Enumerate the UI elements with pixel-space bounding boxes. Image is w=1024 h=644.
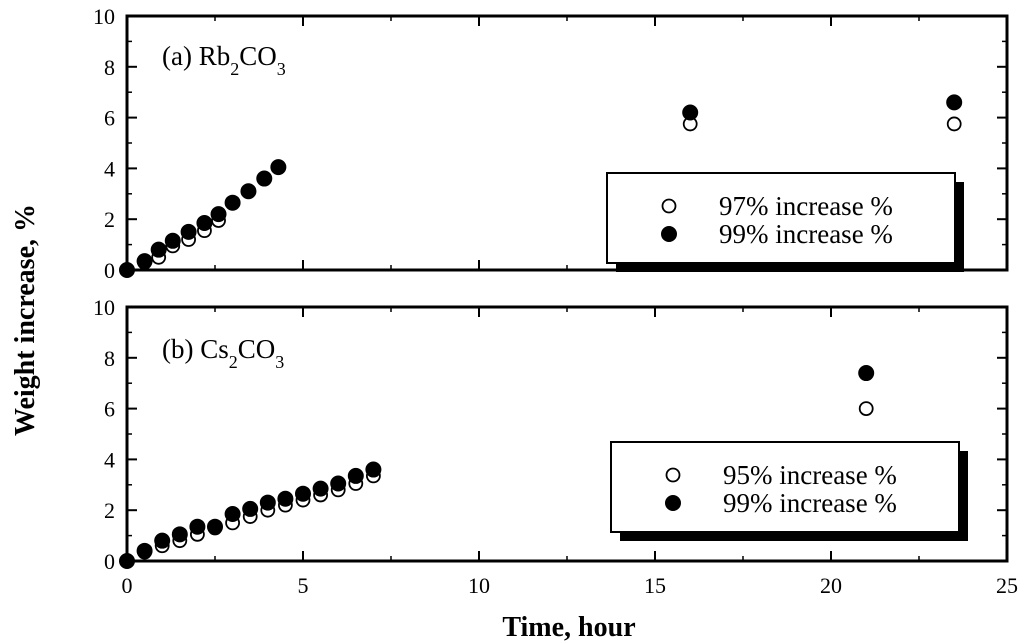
panel-label-part: (a) Rb [162, 41, 230, 71]
legend-box [606, 172, 956, 264]
filled-data-point [858, 365, 875, 382]
filled-data-point [259, 494, 276, 511]
filled-data-point [242, 500, 259, 517]
x-tick-label: 10 [468, 573, 490, 598]
panel-label-part: 3 [277, 59, 286, 79]
legend-label: 99% increase % [719, 219, 893, 249]
filled-data-point [224, 194, 241, 211]
panel-label-part: 2 [229, 352, 238, 372]
filled-data-point [164, 232, 181, 249]
filled-data-point [171, 526, 188, 543]
filled-data-point [224, 506, 241, 523]
panel-label-part: 3 [275, 352, 284, 372]
x-tick-label: 5 [298, 573, 309, 598]
open-data-point [946, 116, 962, 132]
filled-data-point [210, 206, 227, 223]
y-tick-label: 8 [104, 346, 115, 371]
x-tick-label: 25 [996, 573, 1018, 598]
y-tick-label: 0 [104, 258, 115, 283]
filled-data-point [119, 262, 135, 278]
filled-data-point [312, 480, 329, 497]
filled-data-point [136, 253, 153, 270]
y-tick-label: 6 [104, 397, 115, 422]
x-tick-label: 0 [122, 573, 133, 598]
filled-data-point [682, 104, 699, 121]
legend-box [610, 441, 960, 533]
y-tick-label: 2 [104, 498, 115, 523]
y-axis-title: Weight increase, % [10, 204, 41, 436]
filled-data-point [270, 159, 287, 176]
x-tick-label: 15 [644, 573, 666, 598]
panel-label-part: CO [238, 334, 276, 364]
x-axis-title: Time, hour [502, 612, 635, 643]
y-tick-label: 8 [104, 55, 115, 80]
filled-data-point [196, 215, 213, 232]
panel-label-part: 2 [230, 59, 239, 79]
y-tick-label: 10 [93, 295, 115, 320]
filled-data-point [277, 490, 294, 507]
legend-label: 97% increase % [719, 191, 893, 221]
filled-data-point [946, 94, 963, 111]
y-tick-label: 4 [104, 447, 115, 472]
legend-open-marker [665, 467, 681, 483]
y-tick-label: 6 [104, 106, 115, 131]
filled-data-point [189, 518, 206, 535]
filled-data-point [347, 467, 364, 484]
legend-label: 95% increase % [723, 460, 897, 490]
filled-data-point [256, 170, 273, 187]
panel-label-b: (b) Cs2CO3 [162, 334, 284, 372]
filled-data-point [154, 532, 171, 549]
filled-data-point [295, 485, 311, 502]
panel-label-part: (b) Cs [162, 334, 229, 364]
legend-open-marker [661, 198, 677, 214]
y-tick-label: 10 [93, 4, 115, 29]
legend-label: 99% increase % [723, 488, 897, 518]
filled-data-point [240, 183, 257, 200]
filled-data-point [150, 241, 167, 258]
legend-filled-marker [665, 495, 681, 511]
panel-label-part: CO [239, 41, 277, 71]
y-tick-label: 0 [104, 549, 115, 574]
filled-data-point [180, 223, 197, 240]
filled-data-point [207, 518, 223, 535]
open-data-point [858, 401, 874, 417]
filled-data-point [365, 461, 382, 478]
filled-data-point [330, 475, 347, 492]
y-tick-label: 2 [104, 207, 115, 232]
x-tick-label: 20 [820, 573, 842, 598]
panel-label-a: (a) Rb2CO3 [162, 41, 286, 79]
legend-filled-marker [661, 226, 677, 242]
y-tick-label: 4 [104, 156, 115, 181]
filled-data-point [119, 553, 135, 569]
filled-data-point [136, 542, 153, 559]
